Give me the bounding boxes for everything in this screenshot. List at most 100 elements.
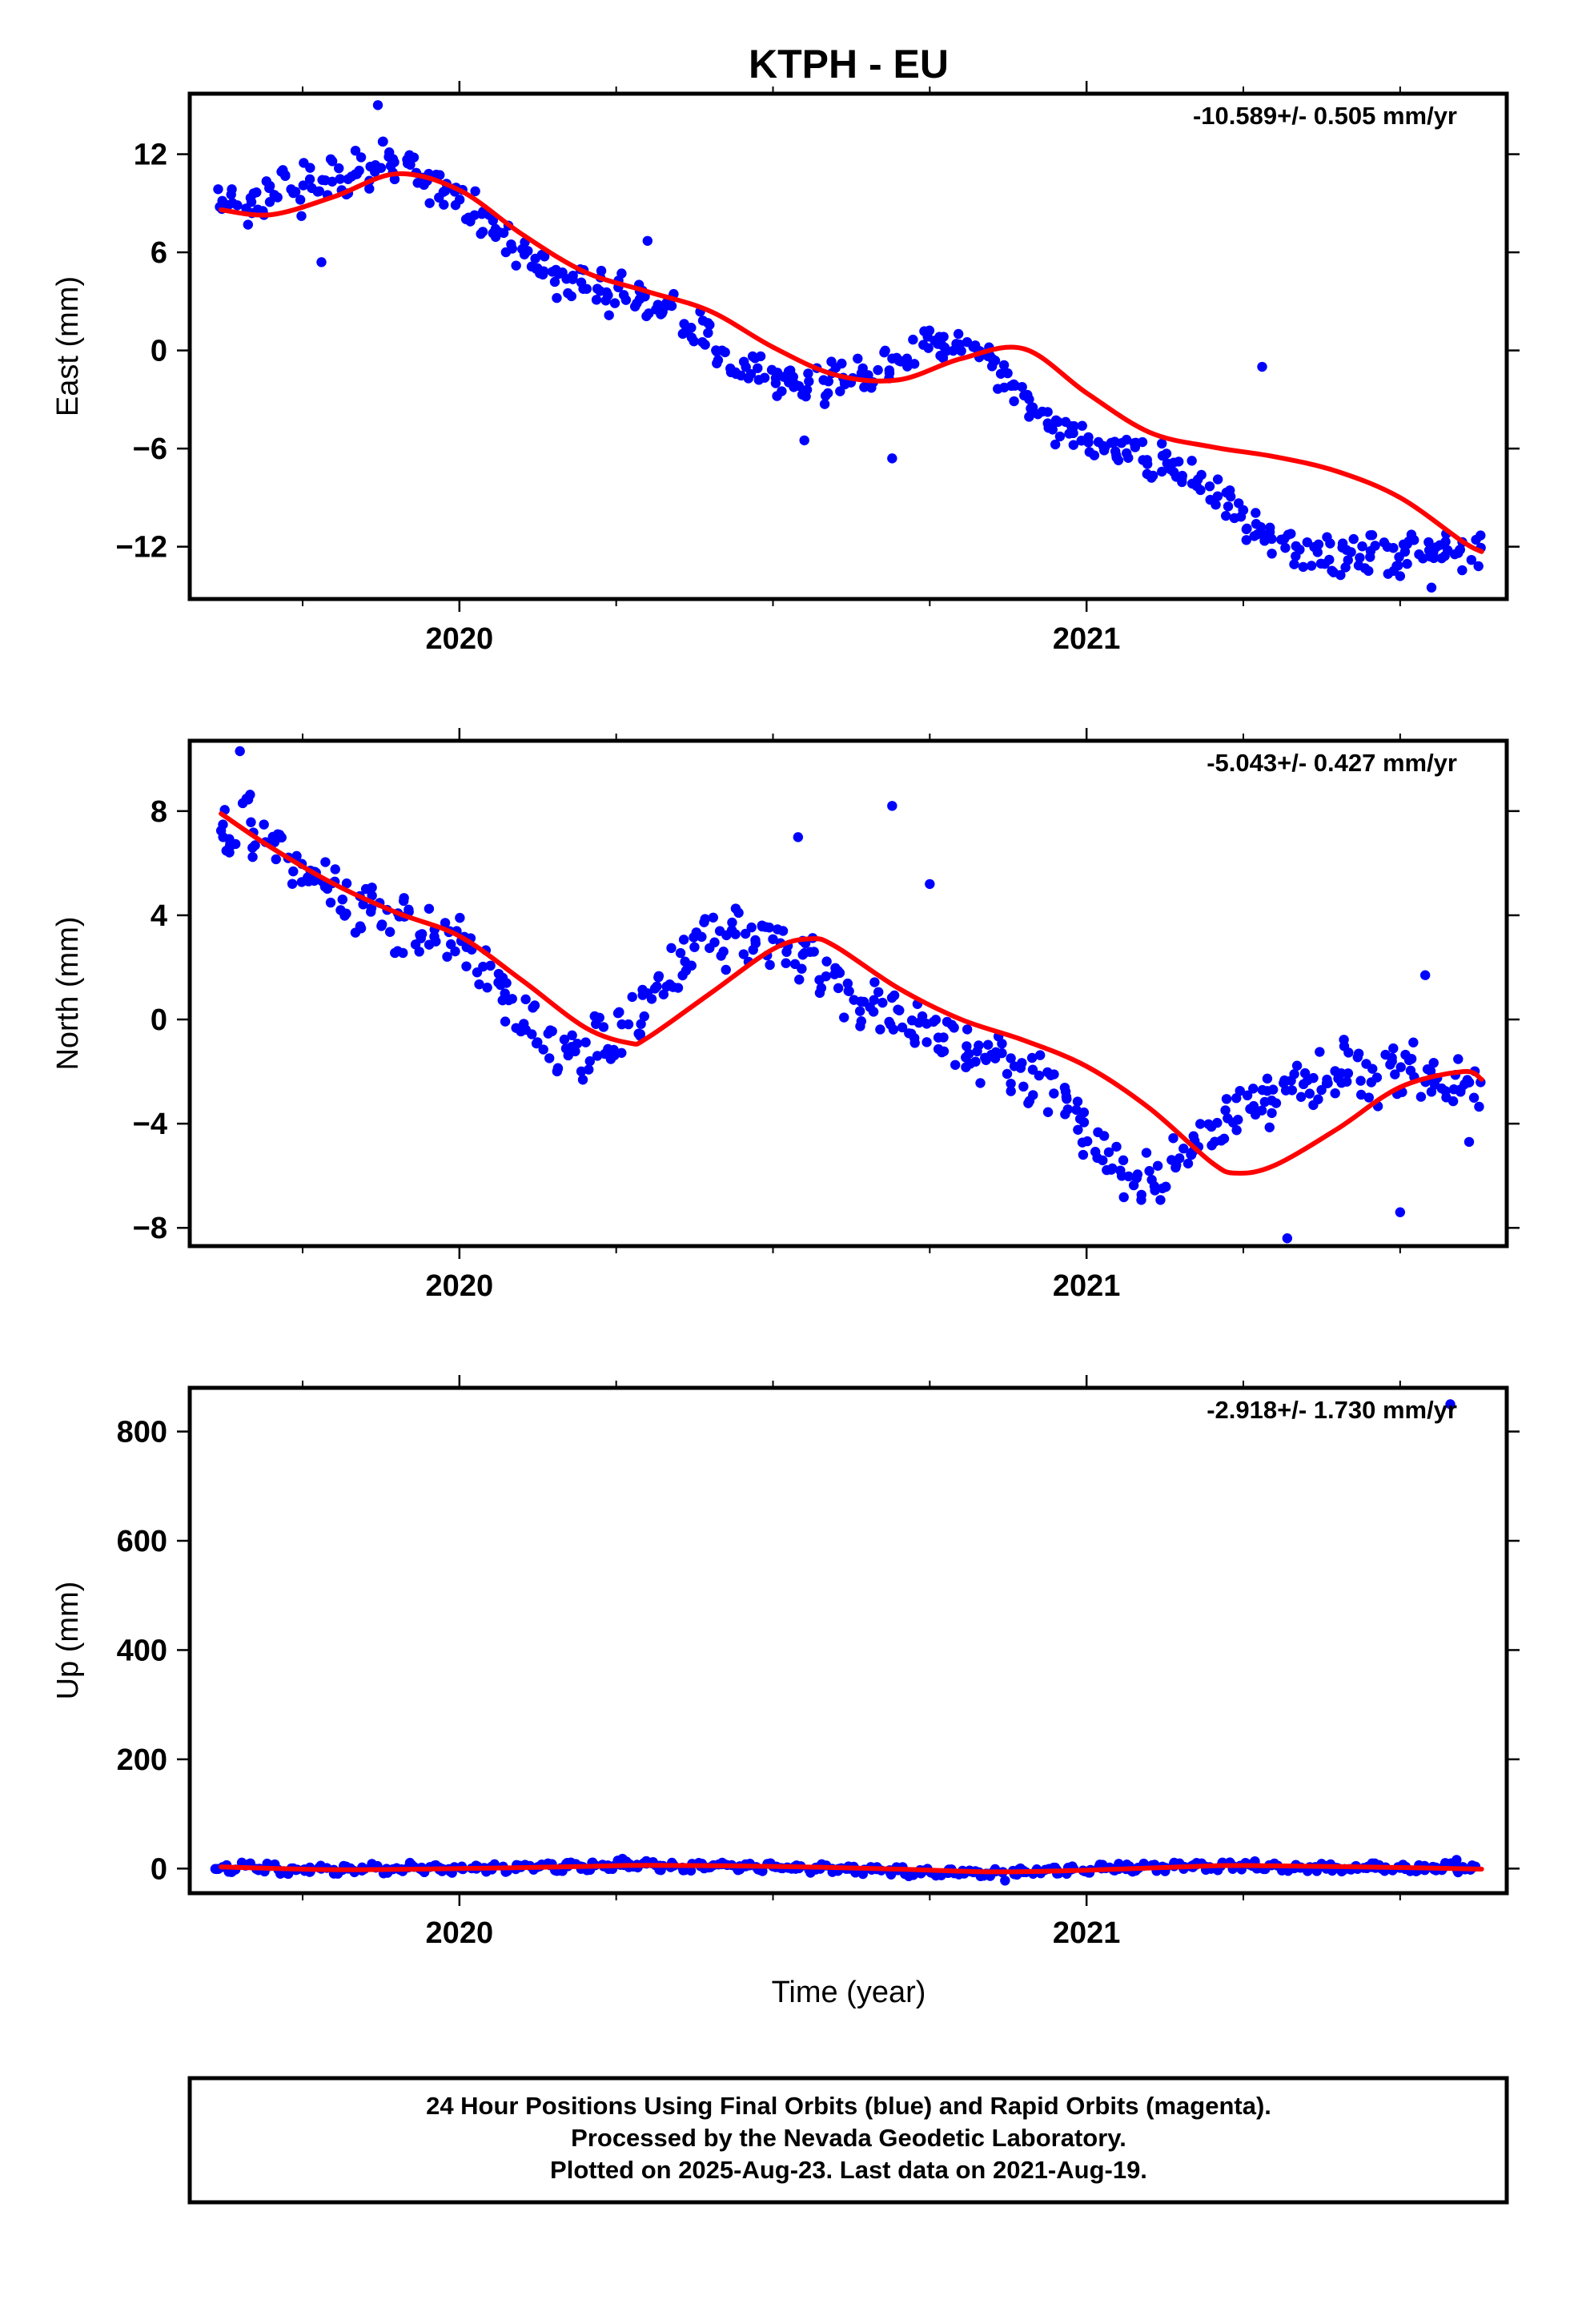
east-point (1212, 491, 1223, 501)
east-point (1443, 545, 1453, 556)
north-point (666, 943, 677, 954)
east-point (408, 152, 420, 163)
east-point (1017, 382, 1027, 392)
north-point (1291, 1060, 1303, 1071)
east-point (1322, 532, 1332, 542)
north-point (1136, 1189, 1146, 1200)
x-axis-title: Time (year) (772, 1976, 926, 2009)
north-frame (187, 738, 1509, 1248)
north-point (1355, 1089, 1367, 1100)
north-point (777, 926, 789, 936)
caption-line-3: Plotted on 2025-Aug-23. Last data on 202… (550, 2156, 1147, 2184)
east-point (1267, 549, 1277, 559)
north-point (893, 1004, 903, 1015)
east-point (470, 186, 480, 197)
east-point (686, 323, 697, 333)
east-point (938, 332, 949, 342)
north-point (975, 1078, 986, 1088)
up-y-tick-label: 200 (117, 1743, 167, 1777)
east-point (1174, 456, 1184, 467)
north-point (538, 1044, 548, 1055)
north-point (320, 857, 331, 867)
east-point (901, 353, 913, 364)
east-point (700, 340, 710, 350)
north-point (962, 1041, 972, 1051)
east-point (741, 362, 751, 372)
north-point (950, 1059, 961, 1071)
north-point (797, 963, 807, 974)
east-point (536, 249, 548, 260)
north-point (500, 1016, 511, 1027)
north-point (259, 819, 269, 830)
north-point (642, 988, 653, 999)
north-point (1343, 1068, 1354, 1079)
north-point (563, 1050, 573, 1061)
north-point (1103, 1147, 1114, 1157)
east-outlier-point (1257, 361, 1267, 372)
north-point (545, 1025, 556, 1035)
east-outlier-point (1395, 571, 1406, 581)
east-point (1473, 561, 1484, 572)
north-point (376, 919, 387, 930)
north-point (794, 975, 805, 985)
north-point (1182, 1158, 1194, 1169)
east-point (1027, 402, 1038, 412)
east-point (837, 358, 847, 369)
north-point (1262, 1073, 1273, 1084)
north-point (1111, 1141, 1122, 1152)
north-point (938, 1046, 950, 1056)
east-point (601, 287, 612, 298)
east-point (1280, 542, 1291, 553)
north-point (1028, 1090, 1038, 1100)
east-y-axis-title: East (mm) (51, 276, 85, 416)
up-outlier-point (1000, 1876, 1010, 1886)
north-point (1026, 1052, 1038, 1063)
north-point (627, 991, 637, 1003)
east-point (1263, 533, 1275, 543)
north-point (730, 903, 741, 914)
north-point (661, 981, 672, 992)
north-point (946, 1019, 958, 1030)
east-point (1221, 487, 1231, 498)
north-point (854, 1006, 865, 1016)
north-point (367, 891, 377, 901)
north-point (276, 832, 287, 843)
north-point (600, 1048, 610, 1059)
north-point (1018, 1081, 1029, 1092)
east-point (295, 195, 306, 205)
east-point (304, 174, 315, 185)
east-point (713, 355, 724, 365)
north-point (527, 1029, 537, 1039)
north-point (511, 1023, 521, 1033)
north-point (1242, 1090, 1253, 1101)
north-point (689, 942, 700, 952)
east-y-tick-label: −6 (133, 432, 167, 466)
east-point (677, 328, 689, 340)
north-point (982, 1039, 994, 1050)
east-y-tick-label: 0 (151, 335, 167, 368)
north-point (1456, 1084, 1466, 1095)
east-point (1241, 524, 1252, 535)
north-point (288, 866, 299, 877)
north-point (842, 978, 853, 989)
east-point (1251, 508, 1261, 518)
east-point (863, 370, 873, 380)
north-point (972, 1046, 982, 1057)
east-point (909, 359, 920, 369)
north-point (1267, 1084, 1279, 1095)
north-point (440, 918, 451, 928)
north-point (1441, 1092, 1452, 1103)
east-point (431, 169, 442, 180)
north-point (1034, 1050, 1046, 1060)
north-outlier-point (235, 746, 245, 757)
north-point (1264, 1122, 1275, 1132)
east-point (552, 292, 562, 304)
up-rate-label: -2.918+/- 1.730 mm/yr (1207, 1396, 1457, 1424)
north-outlier-point (887, 801, 897, 811)
north-point (390, 947, 400, 959)
up-outlier-point (1445, 1399, 1456, 1409)
north-panel: 8 4 0 −4 −8 2020 2021 North (mm) -5.043+/- 0.427… (51, 728, 1520, 1303)
east-point (953, 328, 964, 340)
east-point (618, 290, 629, 300)
east-point (1241, 535, 1251, 545)
